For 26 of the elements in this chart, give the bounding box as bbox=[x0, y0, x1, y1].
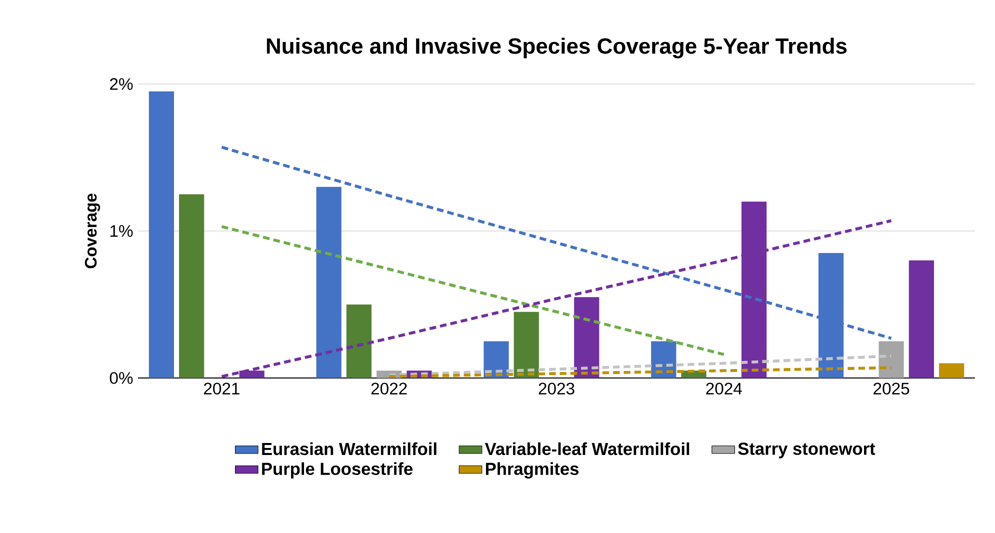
x-tick-label: 2025 bbox=[874, 382, 910, 395]
legend-label: Eurasian Watermilfoil bbox=[262, 442, 436, 456]
bar bbox=[651, 341, 676, 378]
bar bbox=[179, 194, 204, 378]
bar bbox=[878, 341, 904, 378]
bar bbox=[514, 312, 539, 378]
x-tick-label: 2022 bbox=[371, 382, 407, 395]
y-tick-label: 1% bbox=[110, 225, 133, 237]
line-series bbox=[388, 354, 893, 377]
legend-label: Phragmites bbox=[486, 462, 579, 479]
x-tick-label: 2024 bbox=[706, 382, 742, 395]
bar bbox=[939, 363, 964, 378]
y-tick-label: 2% bbox=[110, 78, 133, 90]
legend-label: Starry stonewort bbox=[738, 442, 876, 458]
legend-label: Purple Loosestrife bbox=[262, 462, 413, 478]
bar bbox=[908, 260, 934, 378]
x-tick-label: 2021 bbox=[204, 382, 240, 395]
bar bbox=[316, 186, 342, 378]
x-tick-label: 2023 bbox=[538, 382, 574, 395]
bar bbox=[148, 91, 174, 378]
bar bbox=[346, 304, 372, 378]
chart-title: Nuisance and Invasive Species Coverage 5-Year Trends bbox=[266, 38, 847, 58]
y-axis-title: Coverage bbox=[84, 194, 100, 268]
line-series bbox=[220, 225, 726, 356]
legend-label: Variable-leaf Watermilfoil bbox=[484, 442, 690, 456]
y-tick-label: 0% bbox=[110, 372, 133, 384]
